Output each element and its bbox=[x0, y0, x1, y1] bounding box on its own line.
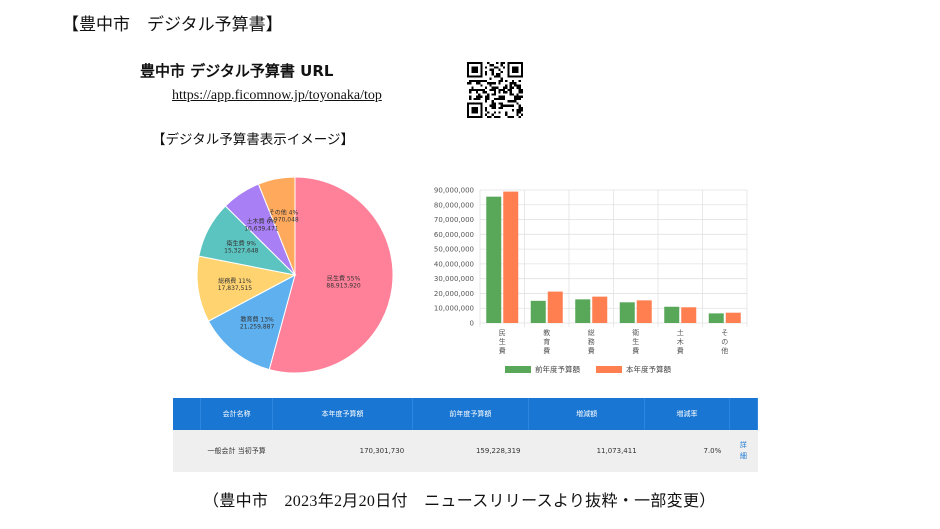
pie-label-3: 衛生費 9% bbox=[227, 240, 257, 248]
bar-chart: 90,000,000 80,000,000 70,000,000 60,000,000… bbox=[434, 187, 748, 355]
bar-chart-legend: 前年度予算額 本年度予算額 bbox=[505, 364, 671, 375]
bar-1-0 bbox=[503, 191, 519, 323]
bar-x-label-4: 土木費 bbox=[677, 328, 684, 355]
pie-label-1: 教育費 13% bbox=[240, 315, 274, 323]
legend-item-previous: 前年度予算額 bbox=[505, 364, 580, 375]
header-account-name: 会計名称 bbox=[200, 398, 274, 430]
cell-previous-budget: 159,228,319 bbox=[412, 430, 529, 472]
bar-y-tick-9: 0 bbox=[470, 320, 474, 328]
header-difference: 増減額 bbox=[528, 398, 646, 430]
header-spacer bbox=[173, 398, 201, 430]
pie-value-label-4: 10,639,471 bbox=[244, 225, 279, 232]
bar-x-label-0: 民生費 bbox=[499, 329, 506, 355]
bar-0-2 bbox=[575, 299, 591, 323]
pie-slice-2 bbox=[196, 255, 297, 322]
details-link-char-1[interactable]: 細 bbox=[739, 452, 747, 460]
legend-item-current: 本年度予算額 bbox=[596, 364, 671, 375]
cell-current-budget: 170,301,730 bbox=[272, 430, 413, 472]
pie-value-label-3: 15,327,648 bbox=[224, 248, 259, 255]
bar-x-label-5: その他 bbox=[721, 329, 728, 355]
header-previous-budget: 前年度予算額 bbox=[412, 398, 530, 430]
pie-value-label-0: 88,913,920 bbox=[326, 282, 361, 289]
legend-label-current: 本年度予算額 bbox=[626, 365, 671, 374]
bar-0-0 bbox=[486, 196, 502, 323]
pie-chart: 民生費 55%88,913,920 教育費 13%21,259,887 総務費 11… bbox=[196, 176, 394, 374]
bar-1-5 bbox=[725, 312, 741, 323]
pie-slice-0 bbox=[268, 176, 394, 374]
table-row: 一般会計 当初予算 170,301,730 159,228,319 11,073… bbox=[173, 430, 758, 472]
pie-value-label-1: 21,259,887 bbox=[240, 323, 275, 330]
cell-account-name: 一般会計 当初予算 bbox=[200, 430, 273, 472]
bar-1-1 bbox=[547, 291, 563, 323]
header-rate: 増減率 bbox=[644, 398, 730, 430]
table-header-row: 会計名称 本年度予算額 前年度予算額 増減額 増減率 bbox=[173, 398, 759, 430]
bar-y-tick-2: 70,000,000 bbox=[434, 216, 474, 224]
display-image-label: 【デジタル予算書表示イメージ】 bbox=[152, 132, 354, 148]
details-link-char-0[interactable]: 詳 bbox=[739, 441, 747, 449]
bar-x-label-1: 教育費 bbox=[543, 328, 550, 355]
document-title: 【豊中市 デジタル予算書】 bbox=[62, 15, 283, 35]
pie-slice-5 bbox=[257, 176, 296, 276]
legend-label-previous: 前年度予算額 bbox=[535, 365, 580, 374]
bar-y-tick-6: 30,000,000 bbox=[434, 275, 474, 283]
bar-x-label-2: 総務費 bbox=[588, 328, 595, 355]
source-footnote: （豊中市 2023年2月20日付 ニュースリリースより抜粋・一部変更） bbox=[203, 493, 716, 510]
pie-label-5: その他 4% bbox=[269, 208, 299, 216]
budget-url-link[interactable]: https://app.ficomnow.jp/toyonaka/top bbox=[172, 88, 382, 103]
pie-label-4: 土木費 6% bbox=[247, 217, 277, 225]
pie-slice-1 bbox=[207, 274, 296, 371]
budget-table: 会計名称 本年度予算額 前年度予算額 増減額 増減率 一般会計 当初予算 170… bbox=[173, 398, 759, 472]
bar-0-4 bbox=[664, 306, 680, 323]
pie-value-label-2: 17,837,515 bbox=[218, 285, 253, 292]
legend-swatch-current bbox=[596, 366, 622, 373]
bar-0-3 bbox=[619, 302, 635, 323]
bar-0-5 bbox=[708, 313, 724, 323]
bar-1-4 bbox=[681, 307, 697, 323]
cell-difference: 11,073,411 bbox=[528, 430, 645, 472]
bar-y-tick-3: 60,000,000 bbox=[434, 231, 474, 239]
bar-1-2 bbox=[592, 296, 608, 323]
details-link[interactable]: 詳細 bbox=[729, 430, 758, 472]
row-spacer bbox=[173, 430, 201, 472]
cell-rate: 7.0% bbox=[644, 430, 730, 472]
bar-y-tick-1: 80,000,000 bbox=[434, 201, 474, 209]
bar-y-tick-0: 90,000,000 bbox=[434, 187, 474, 195]
bar-y-tick-7: 20,000,000 bbox=[434, 290, 474, 298]
header-current-budget: 本年度予算額 bbox=[272, 398, 413, 430]
bar-1-3 bbox=[636, 300, 652, 323]
legend-swatch-previous bbox=[505, 366, 531, 373]
bar-x-label-3: 衛生費 bbox=[632, 328, 639, 355]
bar-y-tick-5: 40,000,000 bbox=[434, 260, 474, 268]
pie-value-label-5: 9,970,048 bbox=[268, 216, 299, 223]
budget-url-heading: 豊中市 デジタル予算書 URL bbox=[140, 62, 334, 80]
pie-label-0: 民生費 55% bbox=[327, 274, 361, 282]
bar-y-tick-4: 50,000,000 bbox=[434, 246, 474, 254]
bar-y-tick-8: 10,000,000 bbox=[434, 305, 474, 313]
bar-0-1 bbox=[530, 300, 546, 323]
header-action-spacer bbox=[729, 398, 759, 430]
pie-label-2: 総務費 11% bbox=[218, 277, 252, 285]
qr-code-icon bbox=[467, 62, 523, 118]
